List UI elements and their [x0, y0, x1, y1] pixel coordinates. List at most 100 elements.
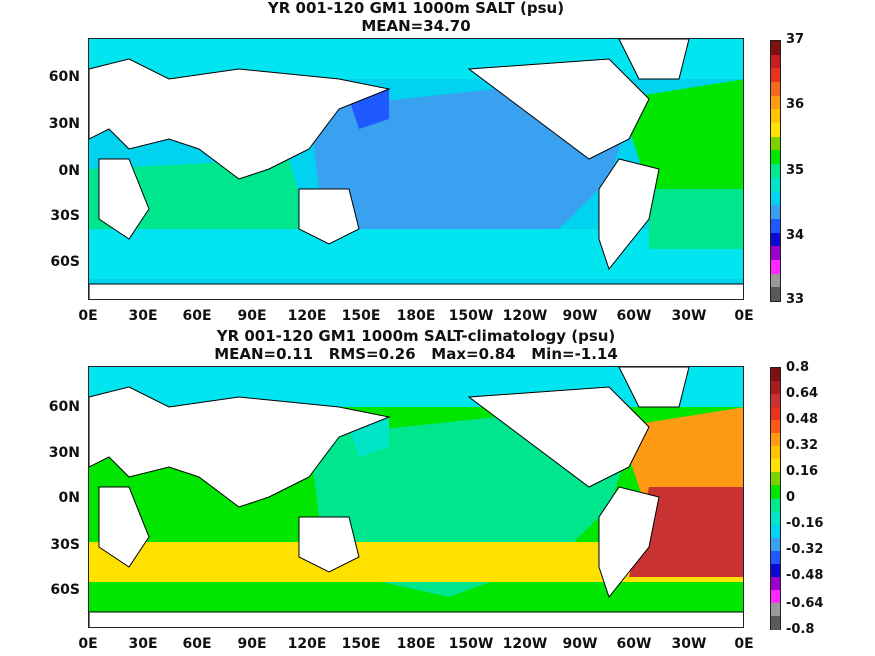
panel2-colorbar-label: -0.32	[786, 542, 824, 557]
panel1-lon-label: 90E	[237, 308, 267, 324]
colorbar-segment	[771, 381, 780, 396]
africa-land	[98, 486, 150, 568]
panel2-map-svg	[89, 367, 743, 627]
colorbar-segment	[771, 524, 780, 539]
panel1-lat-label: 30N	[48, 116, 80, 132]
south-atlantic	[649, 189, 743, 249]
panel2-colorbar-label: -0.8	[786, 622, 815, 637]
panel2-lon-label: 30E	[128, 636, 158, 652]
panel2-lon-label: 60W	[616, 636, 652, 652]
panel1-lat-label: 60N	[48, 69, 80, 85]
colorbar-segment	[771, 68, 780, 83]
panel1-lon-label: 120W	[502, 308, 548, 324]
panel1-lat-label: 60S	[50, 254, 80, 270]
panel2-colorbar-label: 0.64	[786, 386, 819, 401]
colorbar-segment	[771, 136, 780, 151]
panel2-map	[88, 366, 744, 628]
panel2-colorbar-label: 0.32	[786, 438, 819, 453]
panel2-lon-label: 60E	[182, 636, 212, 652]
colorbar-segment	[771, 273, 780, 288]
colorbar-segment	[771, 485, 780, 500]
colorbar-segment	[771, 368, 780, 382]
panel2-colorbar-label: -0.64	[786, 596, 824, 611]
colorbar-segment	[771, 246, 780, 261]
colorbar-segment	[771, 123, 780, 138]
colorbar-segment	[771, 218, 780, 233]
colorbar-segment	[771, 82, 780, 97]
panel2-colorbar-label: 0.8	[786, 360, 810, 375]
panel2-lon-label: 30W	[671, 636, 707, 652]
panel2-colorbar	[770, 367, 781, 630]
colorbar-segment	[771, 550, 780, 565]
colorbar-segment	[771, 472, 780, 487]
panel2-colorbar-label: -0.16	[786, 516, 824, 531]
panel2-lon-label: 180E	[396, 636, 436, 652]
panel2-lon-label: 120E	[287, 636, 327, 652]
colorbar-segment	[771, 576, 780, 591]
panel2-lon-label: 0E	[78, 636, 98, 652]
north-america-land	[467, 58, 650, 160]
colorbar-segment	[771, 394, 780, 409]
panel1-title-line1: YR 001-120 GM1 1000m SALT (psu)	[267, 0, 565, 17]
panel1-colorbar	[770, 40, 781, 302]
australia-land	[298, 516, 360, 573]
south-america-land	[598, 158, 660, 271]
colorbar-segment	[771, 459, 780, 474]
panel1-lon-label: 0E	[78, 308, 98, 324]
south-atlantic	[629, 487, 743, 577]
colorbar-segment	[771, 420, 780, 435]
panel1-lon-label: 30W	[671, 308, 707, 324]
panel1-lon-label: 150E	[341, 308, 381, 324]
colorbar-segment	[771, 259, 780, 274]
colorbar-segment	[771, 54, 780, 69]
colorbar-segment	[771, 205, 780, 220]
greenland-land	[618, 39, 690, 80]
colorbar-segment	[771, 511, 780, 526]
panel1-lon-label: 0E	[734, 308, 754, 324]
panel2-lon-label: 120W	[502, 636, 548, 652]
colorbar-segment	[771, 407, 780, 422]
panel2-title-line1: YR 001-120 GM1 1000m SALT-climatology (p…	[216, 327, 616, 345]
colorbar-segment	[771, 232, 780, 247]
colorbar-segment	[771, 164, 780, 179]
panel2-lat-label: 60S	[50, 582, 80, 598]
panel2-lon-label: 150E	[341, 636, 381, 652]
antarctica-land	[89, 283, 743, 299]
eurasia-land	[89, 386, 391, 508]
panel1-lon-label: 180E	[396, 308, 436, 324]
panel2-lat-label: 30S	[50, 537, 80, 553]
colorbar-segment	[771, 41, 780, 55]
panel1-map-svg	[89, 39, 743, 299]
colorbar-segment	[771, 446, 780, 461]
panel1-colorbar-label: 33	[786, 292, 805, 307]
panel1-lon-label: 150W	[448, 308, 494, 324]
panel1-lat-label: 0N	[58, 163, 80, 179]
south-america-land	[598, 486, 660, 599]
panel1-title-line2: MEAN=34.70	[361, 17, 471, 35]
australia-land	[298, 188, 360, 245]
panel1-colorbar-label: 37	[786, 32, 805, 47]
panel1-colorbar-label: 35	[786, 163, 805, 178]
colorbar-segment	[771, 602, 780, 617]
africa-land	[98, 158, 150, 240]
panel2-lon-label: 90E	[237, 636, 267, 652]
colorbar-segment	[771, 191, 780, 206]
panel2-title-line2: MEAN=0.11 RMS=0.26 Max=0.84 Min=-1.14	[214, 345, 618, 363]
colorbar-segment	[771, 563, 780, 578]
panel1-colorbar-label: 34	[786, 228, 805, 243]
panel1-lon-label: 90W	[562, 308, 598, 324]
colorbar-segment	[771, 287, 780, 302]
panel2-colorbar-label: -0.48	[786, 568, 824, 583]
colorbar-segment	[771, 109, 780, 124]
panel2-lon-label: 150W	[448, 636, 494, 652]
north-atlantic	[619, 79, 743, 189]
panel2-lon-label: 0E	[734, 636, 754, 652]
panel1-colorbar-label: 36	[786, 97, 805, 112]
panel2-lat-label: 0N	[58, 490, 80, 506]
panel1-lon-label: 60E	[182, 308, 212, 324]
north-america-land	[467, 386, 650, 488]
panel2-colorbar-label: 0	[786, 490, 796, 505]
panel2-lat-label: 30N	[48, 445, 80, 461]
colorbar-segment	[771, 95, 780, 110]
panel2-colorbar-label: 0.48	[786, 412, 819, 427]
